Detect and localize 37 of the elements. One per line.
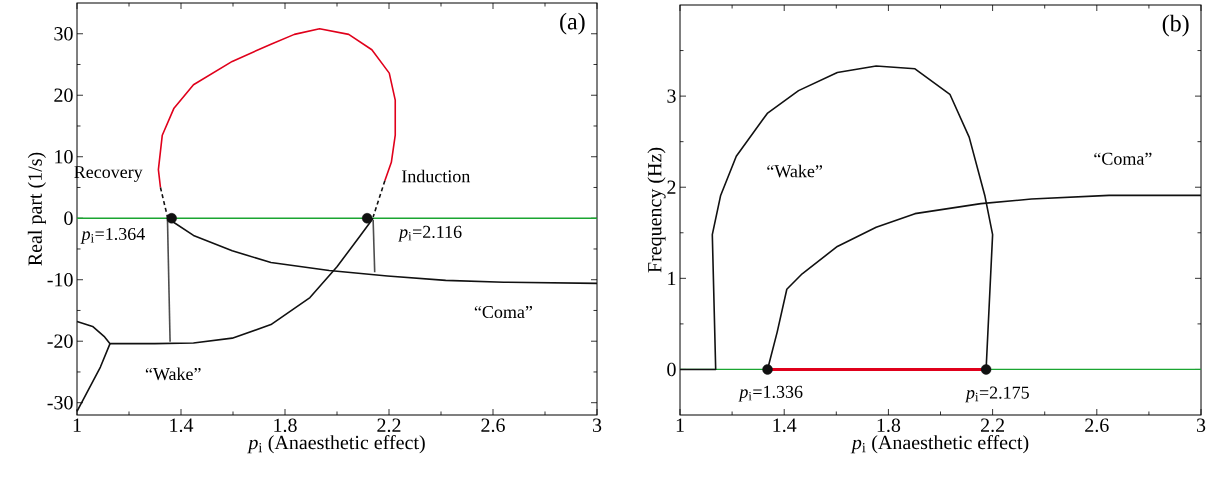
x-tick-label: 1.8: [274, 418, 297, 433]
chart-title: (a): [560, 12, 585, 35]
chart-title: (b): [1162, 14, 1189, 37]
y-tick-label: 2: [667, 180, 676, 194]
x-tick-label: 3: [1196, 418, 1206, 432]
x-tick-label: 2.6: [1085, 418, 1109, 433]
annotation: p$_{i}$=1.336: [738, 385, 803, 402]
annotation: p$_{i}$=2.116: [398, 225, 462, 242]
x-tick-label: 1.8: [877, 418, 901, 433]
y-tick-label: 1: [668, 271, 676, 285]
y-tick-label: -20: [47, 334, 73, 348]
y-tick-label: 0: [64, 211, 73, 225]
annotation: “Coma”: [1094, 152, 1152, 165]
x-tick-label: 1.4: [170, 418, 194, 433]
x-axis-title: p$_{i}$ (Anaesthetic effect): [850, 434, 1029, 454]
y-tick-label: 0: [667, 362, 676, 377]
x-axis-title: p$_{i}$ (Anaesthetic effect): [247, 434, 425, 454]
x-tick-label: 2.2: [377, 418, 401, 433]
annotation: Recovery: [74, 166, 143, 182]
x-tick-label: 2.6: [481, 418, 505, 433]
annotation: “Wake”: [767, 164, 823, 178]
y-tick-label: -30: [47, 395, 73, 410]
y-axis-title: Frequency (Hz): [647, 147, 666, 273]
y-tick-label: 3: [667, 89, 676, 103]
y-tick-label: 20: [54, 88, 73, 102]
y-tick-label: 30: [54, 27, 73, 41]
annotation: “Coma”: [474, 305, 533, 319]
y-axis-title: Real part (1/s): [27, 152, 46, 266]
x-tick-label: 2.2: [980, 418, 1004, 433]
x-tick-label: 3: [592, 418, 602, 432]
annotation: Induction: [401, 169, 471, 183]
y-tick-label: 10: [55, 149, 73, 164]
y-tick-label: -10: [47, 272, 73, 287]
annotation: p$_{i}$=1.364: [80, 227, 145, 244]
annotation: “Wake”: [145, 367, 201, 381]
annotation: p$_{i}$=2.175: [964, 386, 1029, 403]
x-tick-label: 1.4: [773, 418, 797, 433]
